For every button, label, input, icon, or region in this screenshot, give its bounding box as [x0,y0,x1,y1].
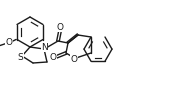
Text: N: N [41,43,48,52]
Text: O: O [57,23,64,31]
Text: O: O [70,54,77,64]
Text: O: O [5,38,12,47]
Text: S: S [18,52,23,62]
Text: O: O [49,52,57,62]
